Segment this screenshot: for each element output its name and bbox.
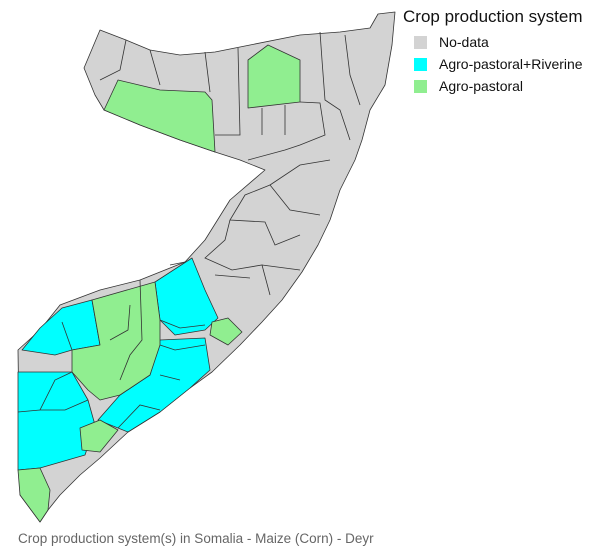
- region-agro-pastoral-northwest: [103, 79, 216, 153]
- region-agro-pastoral-bay: [71, 281, 161, 401]
- legend-title: Crop production system: [403, 7, 583, 26]
- legend-label-agro-pastoral: Agro-pastoral: [439, 78, 524, 94]
- legend-label-agro-pastoral-riverine: Agro-pastoral+Riverine: [439, 56, 583, 72]
- legend-item-no-data: No-data: [414, 34, 489, 50]
- legend-swatch-no-data: [414, 35, 427, 49]
- region-agro-pastoral-north: [247, 44, 301, 109]
- region-agro-pastoral-coast-east: [209, 317, 243, 346]
- legend-item-agro-pastoral: Agro-pastoral: [414, 78, 523, 94]
- legend-swatch-agro-pastoral: [414, 79, 427, 93]
- region-agro-pastoral-middle-juba: [79, 419, 119, 453]
- region-agro-pastoral-south-tip: [17, 467, 51, 523]
- district-borders: [17, 31, 361, 429]
- legend-label-no-data: No-data: [439, 34, 489, 50]
- legend-swatch-agro-pastoral-riverine: [414, 57, 427, 71]
- legend-item-agro-pastoral-riverine: Agro-pastoral+Riverine: [414, 56, 583, 72]
- map-caption: Crop production system(s) in Somalia - M…: [18, 531, 374, 546]
